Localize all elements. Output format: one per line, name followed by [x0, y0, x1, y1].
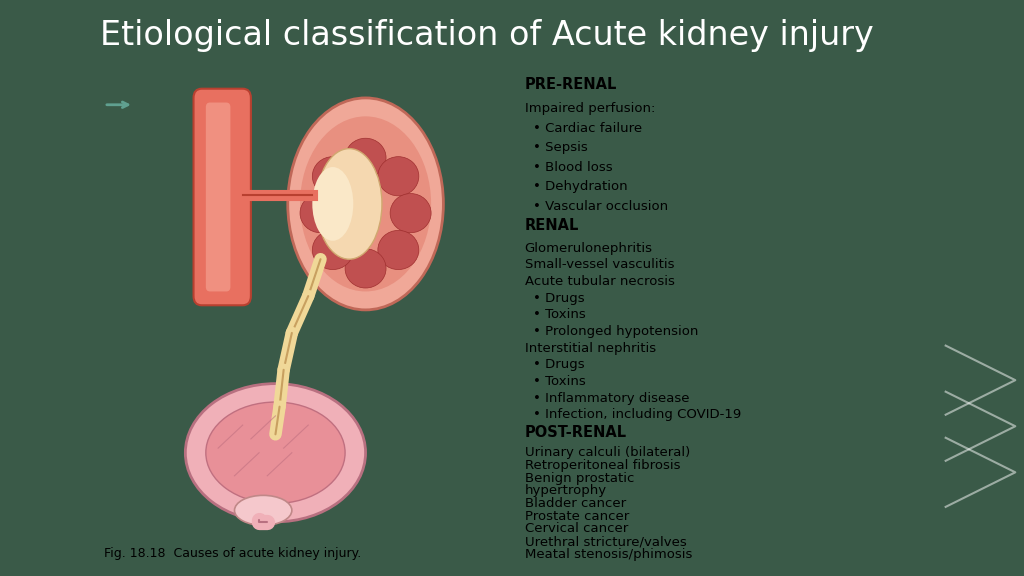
- Text: • Cardiac failure: • Cardiac failure: [532, 122, 642, 135]
- FancyBboxPatch shape: [206, 103, 230, 291]
- Text: RENAL: RENAL: [524, 218, 579, 233]
- Text: Bladder cancer: Bladder cancer: [524, 497, 626, 510]
- Text: hypertrophy: hypertrophy: [524, 484, 607, 498]
- Ellipse shape: [288, 98, 443, 310]
- Text: Urinary calculi (bilateral): Urinary calculi (bilateral): [524, 446, 690, 460]
- Ellipse shape: [345, 138, 386, 177]
- Text: Interstitial nephritis: Interstitial nephritis: [524, 342, 655, 355]
- Ellipse shape: [185, 384, 366, 522]
- Ellipse shape: [390, 194, 431, 233]
- Text: • Drugs: • Drugs: [532, 291, 585, 305]
- Text: Meatal stenosis/phimosis: Meatal stenosis/phimosis: [524, 548, 692, 561]
- Text: Small-vessel vasculitis: Small-vessel vasculitis: [524, 258, 674, 271]
- Text: Cervical cancer: Cervical cancer: [524, 522, 628, 536]
- Ellipse shape: [300, 116, 431, 291]
- Text: • Toxins: • Toxins: [532, 308, 586, 321]
- Text: Prostate cancer: Prostate cancer: [524, 510, 629, 523]
- Text: • Prolonged hypotension: • Prolonged hypotension: [532, 325, 698, 338]
- Text: Urethral stricture/valves: Urethral stricture/valves: [524, 535, 686, 548]
- Text: Fig. 18.18  Causes of acute kidney injury.: Fig. 18.18 Causes of acute kidney injury…: [104, 547, 361, 560]
- FancyBboxPatch shape: [194, 89, 251, 305]
- Text: • Vascular occlusion: • Vascular occlusion: [532, 200, 668, 213]
- Text: • Sepsis: • Sepsis: [532, 141, 588, 154]
- Ellipse shape: [316, 149, 382, 259]
- Ellipse shape: [345, 249, 386, 288]
- Text: • Dehydration: • Dehydration: [532, 180, 628, 194]
- Ellipse shape: [312, 167, 353, 241]
- Ellipse shape: [312, 230, 353, 270]
- Text: • Infection, including COVID-19: • Infection, including COVID-19: [532, 408, 741, 421]
- Text: • Drugs: • Drugs: [532, 358, 585, 371]
- Text: Acute tubular necrosis: Acute tubular necrosis: [524, 275, 675, 288]
- Text: PRE-RENAL: PRE-RENAL: [524, 77, 617, 92]
- Ellipse shape: [300, 194, 341, 233]
- Ellipse shape: [378, 157, 419, 196]
- Text: • Inflammatory disease: • Inflammatory disease: [532, 392, 689, 404]
- Text: • Blood loss: • Blood loss: [532, 161, 612, 174]
- Text: Impaired perfusion:: Impaired perfusion:: [524, 103, 655, 115]
- Ellipse shape: [312, 157, 353, 196]
- Text: Benign prostatic: Benign prostatic: [524, 472, 634, 485]
- Text: Etiological classification of Acute kidney injury: Etiological classification of Acute kidn…: [100, 20, 874, 52]
- Text: Glomerulonephritis: Glomerulonephritis: [524, 242, 652, 255]
- Ellipse shape: [378, 230, 419, 270]
- Text: Retroperitoneal fibrosis: Retroperitoneal fibrosis: [524, 459, 680, 472]
- Ellipse shape: [234, 495, 292, 525]
- Text: • Toxins: • Toxins: [532, 375, 586, 388]
- Text: POST-RENAL: POST-RENAL: [524, 425, 627, 440]
- Ellipse shape: [206, 402, 345, 503]
